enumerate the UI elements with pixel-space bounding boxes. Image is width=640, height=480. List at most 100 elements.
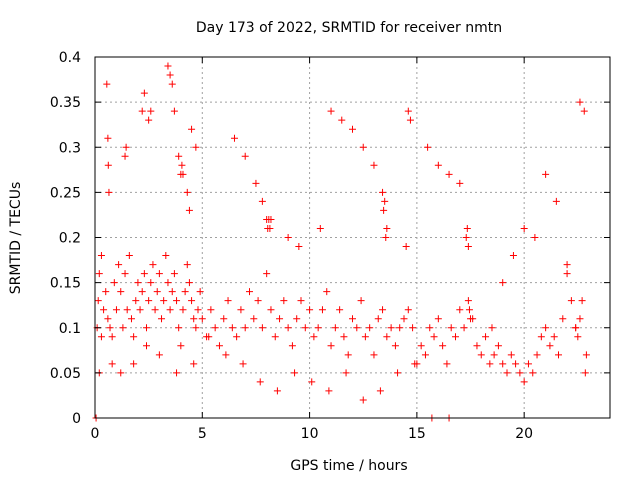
data-point	[190, 315, 198, 323]
y-axis-label: SRMTID / TECUs	[8, 182, 24, 295]
data-point	[181, 288, 189, 296]
data-point	[207, 306, 215, 314]
data-point	[582, 351, 590, 359]
data-point	[123, 306, 131, 314]
data-point	[164, 279, 172, 287]
data-points	[92, 62, 590, 422]
y-tick-label: 0	[72, 411, 81, 427]
data-point	[267, 215, 275, 223]
data-point	[194, 306, 202, 314]
data-point	[327, 342, 335, 350]
data-point	[383, 333, 391, 341]
data-point	[490, 351, 498, 359]
data-point	[147, 107, 155, 115]
data-point	[136, 306, 144, 314]
data-point	[552, 197, 560, 205]
data-point	[445, 170, 453, 178]
data-point	[482, 333, 490, 341]
data-point	[537, 333, 545, 341]
data-point	[117, 369, 125, 377]
data-point	[170, 107, 178, 115]
data-point	[179, 170, 187, 178]
data-point	[509, 252, 517, 260]
data-point	[336, 306, 344, 314]
data-point	[155, 351, 163, 359]
x-tick-label: 20	[515, 426, 533, 442]
y-tick-label: 0.15	[50, 276, 81, 292]
data-point	[241, 324, 249, 332]
data-point	[516, 369, 524, 377]
data-point	[140, 89, 148, 97]
data-point	[297, 297, 305, 305]
data-point	[417, 342, 425, 350]
data-point	[327, 107, 335, 115]
data-point	[110, 279, 118, 287]
data-point	[383, 224, 391, 232]
data-point	[108, 360, 116, 368]
data-point	[366, 324, 374, 332]
x-tick-label: 5	[198, 426, 207, 442]
data-point	[578, 297, 586, 305]
data-point	[295, 243, 303, 251]
data-point	[158, 315, 166, 323]
data-point	[486, 360, 494, 368]
data-point	[342, 369, 350, 377]
data-point	[463, 224, 471, 232]
data-point	[143, 342, 150, 350]
data-point	[430, 333, 438, 341]
data-point	[102, 288, 110, 296]
data-point	[222, 351, 230, 359]
data-point	[105, 188, 113, 196]
data-point	[95, 270, 103, 278]
data-point	[276, 315, 284, 323]
x-tick-label: 15	[408, 426, 426, 442]
data-point	[308, 378, 316, 386]
data-point	[542, 170, 550, 178]
data-point	[138, 288, 146, 296]
data-point	[370, 351, 378, 359]
data-point	[301, 324, 309, 332]
data-point	[331, 324, 339, 332]
data-point	[426, 324, 434, 332]
data-point	[220, 315, 228, 323]
data-point	[183, 261, 191, 269]
data-point	[404, 107, 412, 115]
data-point	[104, 134, 112, 142]
data-point	[406, 116, 414, 124]
data-point	[452, 333, 459, 341]
data-point	[512, 360, 520, 368]
data-point	[273, 387, 281, 395]
data-point	[567, 297, 575, 305]
data-point	[581, 369, 589, 377]
data-point	[250, 315, 258, 323]
data-point	[192, 143, 200, 151]
data-point	[168, 288, 176, 296]
data-point	[520, 378, 528, 386]
data-point	[103, 80, 111, 88]
data-point	[381, 197, 389, 205]
data-point	[325, 387, 333, 395]
data-point	[531, 234, 539, 241]
data-point	[108, 333, 116, 341]
data-point	[155, 270, 163, 278]
data-point	[97, 252, 105, 260]
data-point	[456, 179, 464, 187]
data-point	[434, 315, 442, 323]
data-point	[162, 252, 170, 260]
data-point	[183, 188, 191, 196]
x-tick-labels: 0 5 10 15 20	[91, 426, 534, 442]
data-point	[359, 143, 367, 151]
data-point	[121, 270, 129, 278]
data-point	[145, 116, 153, 124]
data-point	[546, 342, 554, 350]
data-point	[439, 342, 447, 350]
data-point	[361, 333, 369, 341]
data-point	[473, 342, 481, 350]
data-point	[359, 396, 367, 404]
data-point	[145, 297, 153, 305]
data-point	[524, 360, 532, 368]
data-point	[228, 324, 236, 332]
data-point	[149, 261, 157, 269]
data-point	[488, 324, 496, 332]
